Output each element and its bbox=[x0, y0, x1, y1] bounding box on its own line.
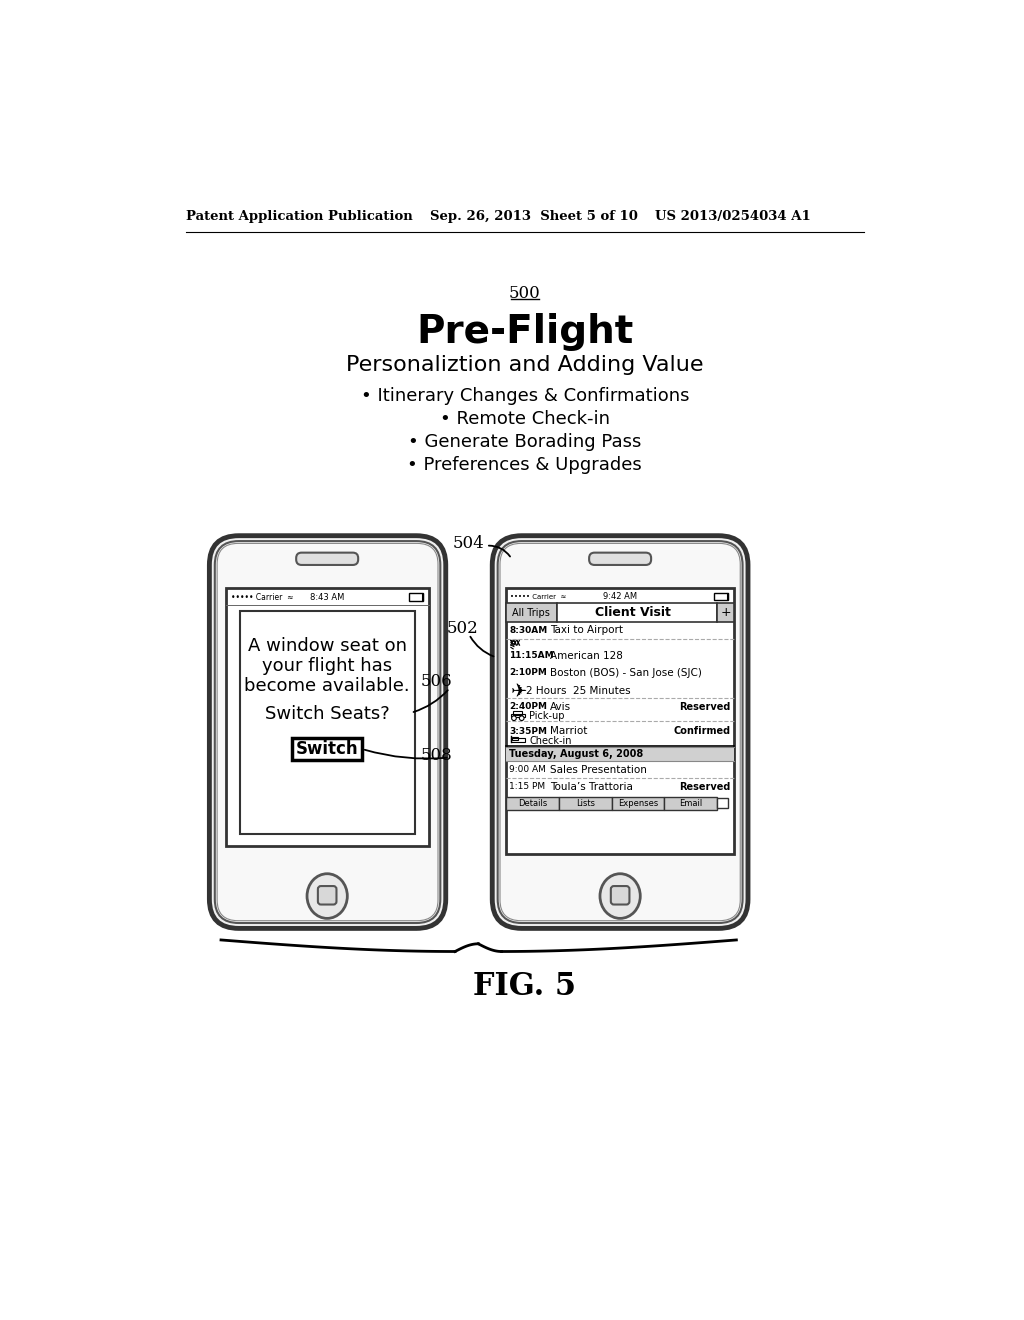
Text: 1:15 PM: 1:15 PM bbox=[509, 783, 546, 791]
Text: Sep. 26, 2013  Sheet 5 of 10: Sep. 26, 2013 Sheet 5 of 10 bbox=[430, 210, 638, 223]
Text: Boston (BOS) - San Jose (SJC): Boston (BOS) - San Jose (SJC) bbox=[550, 668, 701, 677]
Text: • Preferences & Upgrades: • Preferences & Upgrades bbox=[408, 455, 642, 474]
Text: Pre-Flight: Pre-Flight bbox=[416, 313, 634, 351]
FancyBboxPatch shape bbox=[296, 553, 358, 565]
Text: 2 Hours  25 Minutes: 2 Hours 25 Minutes bbox=[526, 686, 631, 696]
Text: Taxi to Airport: Taxi to Airport bbox=[550, 626, 623, 635]
Bar bbox=[611, 797, 665, 809]
Bar bbox=[714, 593, 728, 601]
Bar bbox=[506, 747, 734, 762]
FancyBboxPatch shape bbox=[215, 541, 440, 923]
Text: • Remote Check-in: • Remote Check-in bbox=[439, 409, 610, 428]
Text: 3:35PM: 3:35PM bbox=[509, 727, 547, 735]
Text: 506: 506 bbox=[420, 673, 452, 690]
Text: Sales Presentation: Sales Presentation bbox=[550, 764, 646, 775]
Bar bbox=[665, 797, 717, 809]
Text: your flight has: your flight has bbox=[262, 657, 392, 675]
Text: American 128: American 128 bbox=[550, 651, 623, 661]
FancyBboxPatch shape bbox=[209, 536, 445, 928]
Text: Details: Details bbox=[518, 799, 547, 808]
Text: ••••• Carrier  ≈: ••••• Carrier ≈ bbox=[510, 594, 566, 599]
Bar bbox=[512, 737, 518, 739]
Bar bbox=[717, 603, 734, 622]
Text: Marriot: Marriot bbox=[550, 726, 587, 737]
FancyBboxPatch shape bbox=[498, 541, 742, 923]
FancyBboxPatch shape bbox=[493, 536, 748, 928]
Bar bbox=[513, 711, 522, 715]
Text: Avis: Avis bbox=[550, 702, 570, 711]
Text: Check-in: Check-in bbox=[529, 735, 572, 746]
Text: 8:30AM: 8:30AM bbox=[509, 626, 548, 635]
Text: Lists: Lists bbox=[575, 799, 595, 808]
Text: 9:00 AM: 9:00 AM bbox=[509, 766, 546, 775]
Circle shape bbox=[519, 715, 524, 721]
Circle shape bbox=[512, 715, 516, 721]
Bar bbox=[506, 603, 557, 622]
Text: 508: 508 bbox=[420, 747, 452, 764]
Ellipse shape bbox=[600, 874, 640, 919]
Bar bbox=[511, 738, 525, 742]
Text: Confirmed: Confirmed bbox=[674, 726, 731, 737]
FancyBboxPatch shape bbox=[589, 553, 651, 565]
FancyBboxPatch shape bbox=[217, 544, 438, 921]
Text: become available.: become available. bbox=[245, 677, 410, 694]
Ellipse shape bbox=[307, 874, 347, 919]
Bar bbox=[226, 589, 429, 846]
Text: Switch Seats?: Switch Seats? bbox=[265, 705, 389, 722]
Bar bbox=[506, 797, 559, 809]
Text: FIG. 5: FIG. 5 bbox=[473, 970, 577, 1002]
Text: ••••• Carrier  ≈: ••••• Carrier ≈ bbox=[231, 593, 294, 602]
Text: 8:43 AM: 8:43 AM bbox=[310, 593, 344, 602]
Text: Toula’s Trattoria: Toula’s Trattoria bbox=[550, 781, 633, 792]
FancyBboxPatch shape bbox=[500, 544, 740, 921]
Bar bbox=[557, 603, 717, 622]
Text: 2:40PM: 2:40PM bbox=[509, 702, 547, 711]
Text: 11:15AM: 11:15AM bbox=[509, 651, 554, 660]
Text: Client Visit: Client Visit bbox=[595, 606, 671, 619]
Text: Pick-up: Pick-up bbox=[529, 711, 565, 721]
Text: Switch: Switch bbox=[296, 741, 358, 758]
Text: ✈: ✈ bbox=[511, 681, 527, 701]
Text: All Trips: All Trips bbox=[512, 607, 550, 618]
FancyBboxPatch shape bbox=[317, 886, 337, 904]
Text: Personaliztion and Adding Value: Personaliztion and Adding Value bbox=[346, 355, 703, 375]
Text: Expenses: Expenses bbox=[617, 799, 658, 808]
Text: Email: Email bbox=[679, 799, 702, 808]
Text: Patent Application Publication: Patent Application Publication bbox=[186, 210, 413, 223]
Bar bbox=[559, 797, 611, 809]
Text: Reserved: Reserved bbox=[680, 702, 731, 711]
Bar bbox=[717, 799, 728, 808]
Text: Reserved: Reserved bbox=[680, 781, 731, 792]
Text: • Itinerary Changes & Confirmations: • Itinerary Changes & Confirmations bbox=[360, 387, 689, 404]
Text: US 2013/0254034 A1: US 2013/0254034 A1 bbox=[655, 210, 811, 223]
Bar bbox=[506, 589, 734, 854]
Text: +: + bbox=[720, 606, 731, 619]
FancyBboxPatch shape bbox=[611, 886, 630, 904]
Bar bbox=[241, 611, 415, 834]
Bar bbox=[409, 594, 423, 601]
Text: 504: 504 bbox=[453, 535, 484, 552]
Bar bbox=[292, 738, 362, 760]
Text: 502: 502 bbox=[446, 619, 478, 636]
Bar bbox=[511, 714, 525, 718]
Text: Tuesday, August 6, 2008: Tuesday, August 6, 2008 bbox=[509, 750, 643, 759]
Text: 9:42 AM: 9:42 AM bbox=[603, 593, 637, 601]
Text: A window seat on: A window seat on bbox=[248, 636, 407, 655]
Text: 500: 500 bbox=[509, 285, 541, 302]
Text: 2:10PM: 2:10PM bbox=[509, 668, 547, 677]
Text: • Generate Borading Pass: • Generate Borading Pass bbox=[409, 433, 641, 450]
